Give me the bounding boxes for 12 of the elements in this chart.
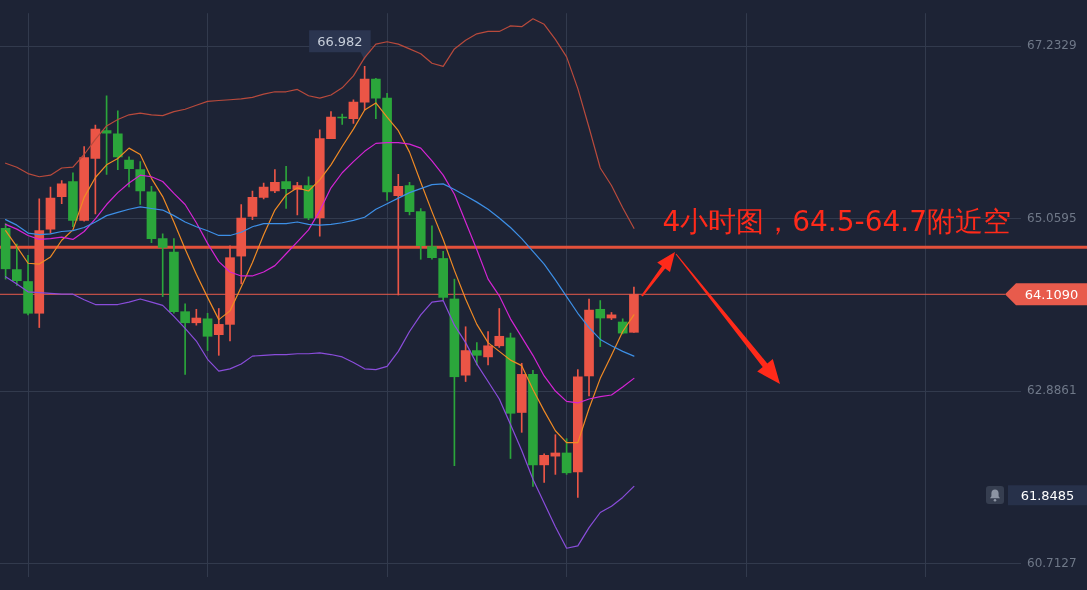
candlestick: [281, 166, 291, 209]
candlestick: [157, 233, 168, 297]
y-tick-label: 60.7127: [1027, 556, 1077, 571]
y-tick-label: 65.0595: [1027, 210, 1077, 225]
y-tick-label: 67.2329: [1027, 38, 1077, 53]
annotation: 4小时图，64.5-64.7附近空: [662, 205, 1011, 239]
ref-line-label: 64.1090: [1024, 286, 1079, 302]
candlestick: [494, 308, 505, 348]
candlestick: [595, 300, 606, 347]
y-tick-label: 62.8861: [1027, 383, 1077, 398]
annotation: 66.982: [317, 33, 363, 49]
annotation: 61.8485: [1020, 487, 1075, 503]
